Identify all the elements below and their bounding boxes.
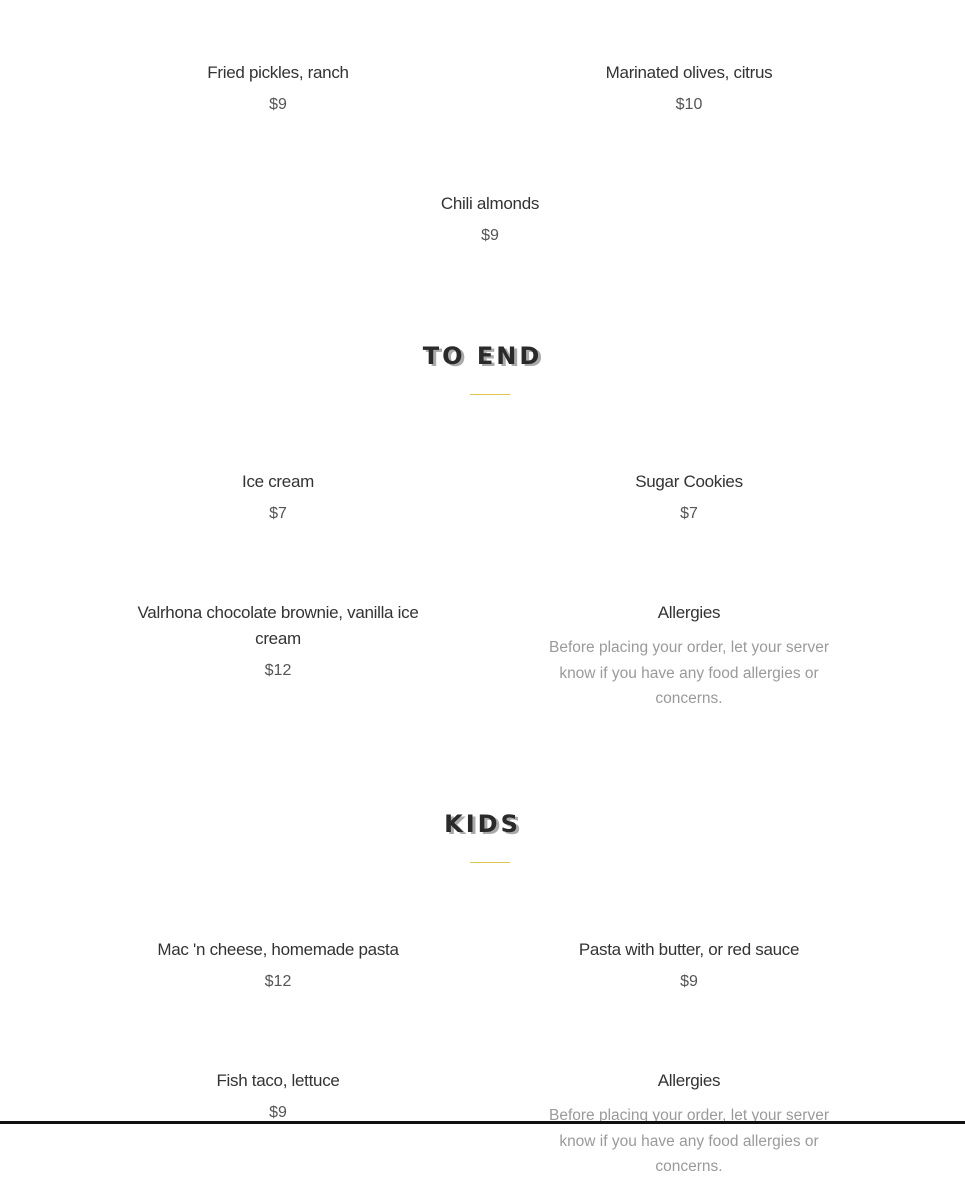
allergies-note: Allergies Before placing your order, let… (539, 600, 839, 712)
item-name: Pasta with butter, or red sauce (578, 940, 800, 959)
item-description: Before placing your order, let your serv… (549, 1107, 829, 1175)
item-price: $10 (675, 96, 703, 113)
section-heading-to-end: TO END (422, 342, 543, 370)
item-name: Allergies (657, 1071, 721, 1090)
item-name: Mac 'n cheese, homemade pasta (157, 940, 399, 959)
menu-item: Chili almonds $9 (340, 191, 640, 246)
menu-item: Valrhona chocolate brownie, vanilla ice … (128, 600, 428, 681)
item-description: Before placing your order, let your serv… (549, 639, 829, 707)
item-name: Marinated olives, citrus (605, 63, 773, 82)
menu-item: Mac 'n cheese, homemade pasta $12 (128, 937, 428, 992)
menu-item: Marinated olives, citrus $10 (539, 60, 839, 115)
menu-item: Fish taco, lettuce $9 (128, 1068, 428, 1123)
window-bottom-edge (0, 1121, 965, 1124)
section-heading-kids: KIDS (444, 810, 521, 838)
item-price: $9 (680, 973, 698, 990)
item-name: Ice cream (242, 472, 314, 491)
item-price: $7 (680, 505, 698, 522)
item-name: Chili almonds (440, 194, 540, 213)
menu-item: Ice cream $7 (128, 469, 428, 524)
section-divider (470, 862, 510, 863)
item-price: $12 (264, 973, 292, 990)
item-name: Fish taco, lettuce (216, 1071, 340, 1090)
item-name: Allergies (657, 603, 721, 622)
menu-item: Fried pickles, ranch $9 (128, 60, 428, 115)
section-divider (470, 394, 510, 395)
item-price: $9 (269, 1104, 287, 1121)
item-name: Fried pickles, ranch (207, 63, 349, 82)
menu-item: Sugar Cookies $7 (539, 469, 839, 524)
item-price: $9 (269, 96, 287, 113)
item-price: $7 (269, 505, 287, 522)
item-name: Valrhona chocolate brownie, vanilla ice … (137, 603, 419, 648)
item-price: $12 (264, 662, 292, 679)
item-name: Sugar Cookies (635, 472, 743, 491)
menu-item: Pasta with butter, or red sauce $9 (539, 937, 839, 992)
item-price: $9 (481, 227, 499, 244)
